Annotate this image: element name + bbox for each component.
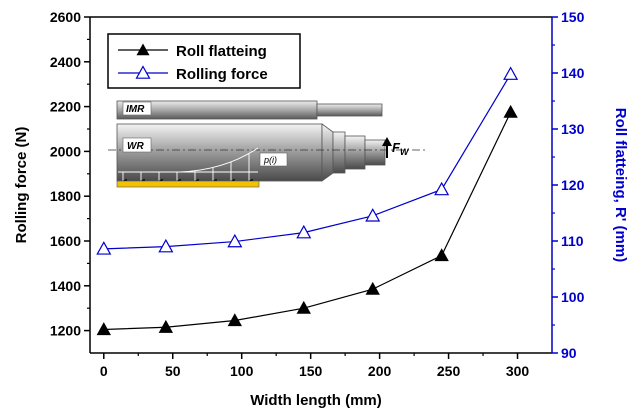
legend-label-rolling-force: Rolling force	[176, 66, 268, 83]
legend-label-roll-flatteing: Roll flatteing	[176, 43, 267, 60]
imr-neck	[316, 103, 383, 117]
x-tick-label: 100	[230, 363, 254, 379]
legend-marker-rolling-force	[135, 65, 151, 79]
left-y-tick-label: 1800	[50, 188, 81, 204]
wr-chamfer	[321, 123, 334, 182]
right-y-axis-title: Roll flatteing, R' (mm)	[612, 108, 629, 262]
wr-label-box	[122, 137, 152, 153]
wr-label: WR	[127, 141, 144, 152]
right-y-tick-label: 110	[561, 233, 584, 249]
data-point-1	[158, 238, 174, 253]
x-tick-label: 50	[165, 363, 181, 379]
data-point-1	[296, 224, 312, 239]
data-point-1	[434, 181, 450, 196]
force-subscript: W	[400, 147, 410, 157]
data-point-0	[503, 104, 518, 118]
imr-label: IMR	[126, 104, 145, 115]
right-y-tick-label: 90	[561, 345, 577, 361]
pressure-curve	[118, 147, 259, 173]
x-tick-label: 250	[437, 363, 461, 379]
right-y-tick-label: 130	[561, 121, 585, 137]
strip	[116, 180, 260, 188]
data-point-0	[96, 322, 111, 336]
pi-label: p(i)	[263, 155, 277, 165]
left-y-tick-label: 2600	[50, 9, 81, 25]
data-point-1	[365, 208, 381, 222]
left-y-tick-label: 1600	[50, 233, 81, 249]
data-point-1	[96, 241, 112, 255]
data-point-0	[227, 313, 242, 327]
legend-marker-roll-flatteing	[136, 43, 150, 56]
wr-bearing	[344, 135, 366, 170]
rolling-schematic-inset: IMR WR p(i) FW	[108, 100, 425, 188]
right-y-tick-label: 140	[561, 65, 585, 81]
wr-neck	[332, 131, 346, 174]
x-tick-label: 300	[506, 363, 530, 379]
pressure-arrows	[122, 153, 253, 184]
wr-end	[364, 139, 386, 166]
right-y-tick-label: 120	[561, 177, 585, 193]
left-y-tick-label: 1200	[50, 323, 81, 339]
x-tick-label: 0	[100, 363, 108, 379]
left-y-axis-title: Rolling force (N)	[13, 127, 30, 244]
right-y-tick-label: 150	[561, 9, 585, 25]
data-point-0	[365, 281, 380, 295]
pi-label-box	[259, 152, 288, 167]
data-point-0	[158, 319, 174, 333]
force-arrowhead	[382, 137, 392, 146]
force-symbol: F	[392, 140, 401, 155]
data-point-1	[227, 233, 243, 248]
data-point-0	[296, 300, 311, 314]
x-tick-label: 150	[299, 363, 323, 379]
right-y-tick-label: 100	[561, 289, 585, 305]
legend-box	[107, 33, 301, 89]
x-tick-label: 200	[368, 363, 392, 379]
tick-layer: 0 50 100 150 200 250 300 1200 1400 1600 1800 2000 22…	[50, 9, 585, 379]
legend: Roll flatteing Rolling force	[107, 33, 301, 89]
data-point-0	[434, 248, 449, 262]
left-y-tick-label: 2400	[50, 54, 81, 70]
data-layer	[96, 66, 519, 336]
imr-label-box	[122, 101, 152, 116]
x-axis-title: Width length (mm)	[250, 392, 382, 409]
data-point-1	[503, 66, 519, 80]
left-y-tick-label: 1400	[50, 278, 81, 294]
left-y-tick-label: 2000	[50, 143, 81, 159]
left-y-tick-label: 2200	[50, 99, 81, 115]
force-label: FW	[392, 140, 410, 157]
